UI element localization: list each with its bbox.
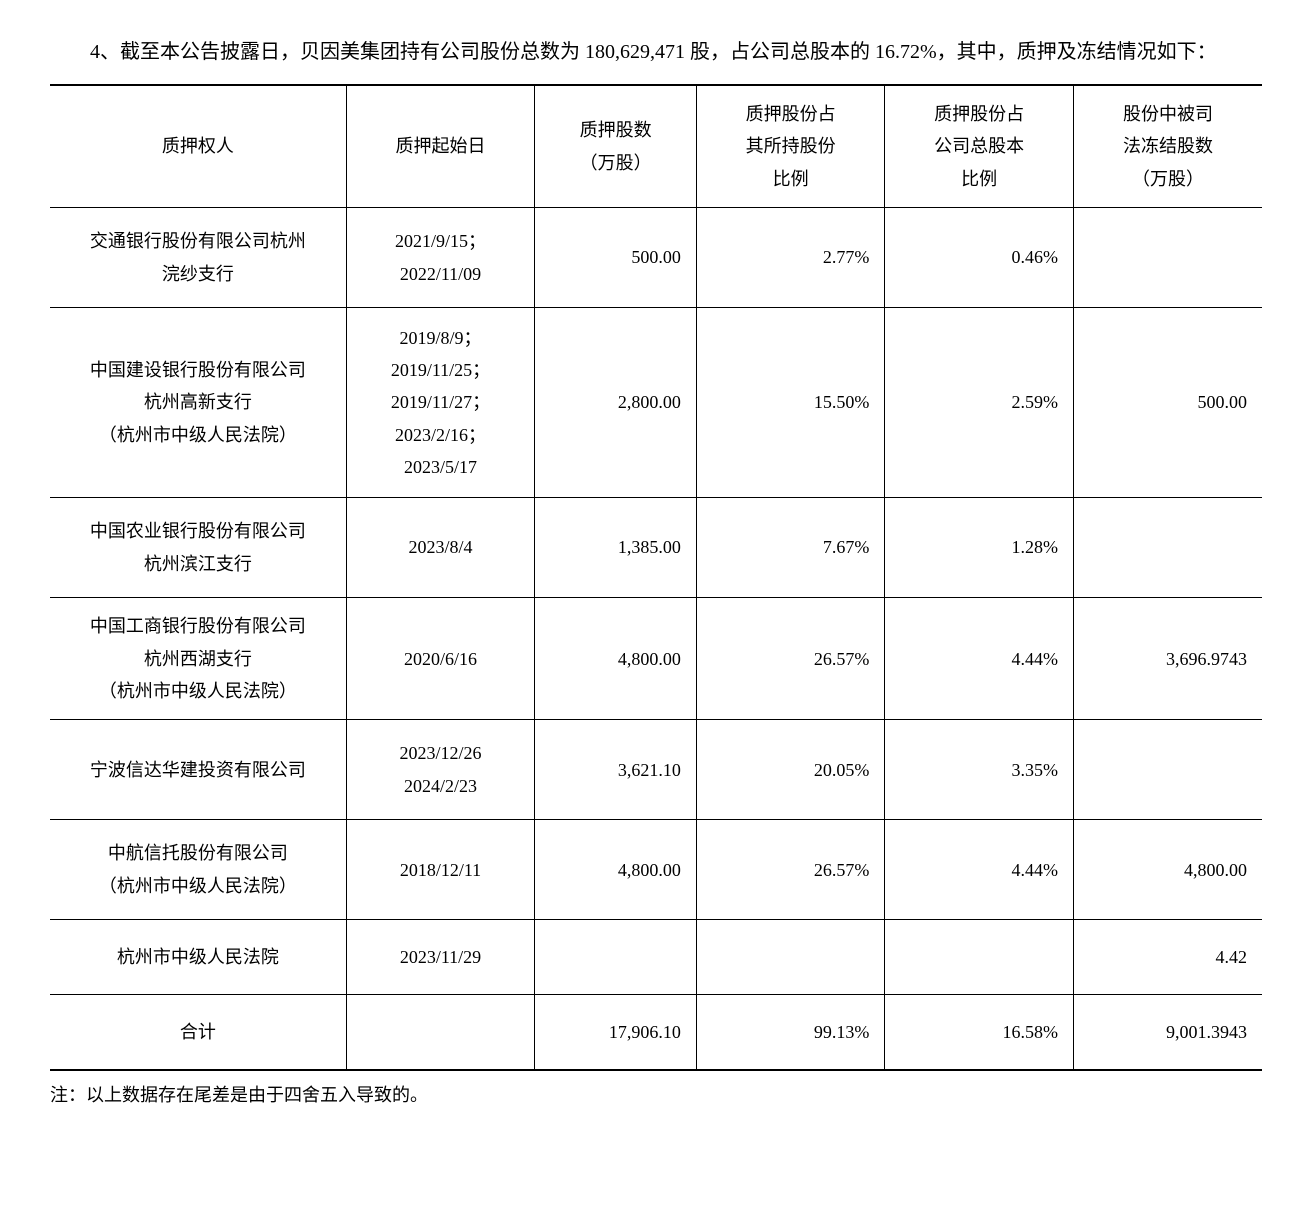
cell-date: 2021/9/15； 2022/11/09 [346, 208, 535, 308]
cell-pct-held: 2.77% [696, 208, 885, 308]
cell-pct-total: 4.44% [885, 598, 1074, 720]
cell-pct-total: 1.28% [885, 498, 1074, 598]
cell-pct-total [885, 920, 1074, 995]
table-row: 中国农业银行股份有限公司 杭州滨江支行 2023/8/4 1,385.00 7.… [50, 498, 1262, 598]
header-pledgee: 质押权人 [50, 85, 346, 208]
header-frozen: 股份中被司 法冻结股数 （万股） [1073, 85, 1262, 208]
intro-paragraph: 4、截至本公告披露日，贝因美集团持有公司股份总数为 180,629,471 股，… [50, 30, 1262, 74]
total-pct-total: 16.58% [885, 995, 1074, 1070]
cell-frozen [1073, 208, 1262, 308]
cell-pct-held: 26.57% [696, 820, 885, 920]
cell-shares: 1,385.00 [535, 498, 697, 598]
cell-frozen: 500.00 [1073, 308, 1262, 498]
header-pct-total: 质押股份占 公司总股本 比例 [885, 85, 1074, 208]
cell-frozen [1073, 720, 1262, 820]
table-row: 中国工商银行股份有限公司 杭州西湖支行 （杭州市中级人民法院） 2020/6/1… [50, 598, 1262, 720]
cell-date: 2019/8/9； 2019/11/25； 2019/11/27； 2023/2… [346, 308, 535, 498]
total-label: 合计 [50, 995, 346, 1070]
cell-pct-total: 3.35% [885, 720, 1074, 820]
total-shares: 17,906.10 [535, 995, 697, 1070]
cell-pct-held: 20.05% [696, 720, 885, 820]
cell-shares: 3,621.10 [535, 720, 697, 820]
cell-frozen: 4,800.00 [1073, 820, 1262, 920]
cell-pledgee: 中航信托股份有限公司 （杭州市中级人民法院） [50, 820, 346, 920]
cell-pct-total: 4.44% [885, 820, 1074, 920]
table-row: 中国建设银行股份有限公司 杭州高新支行 （杭州市中级人民法院） 2019/8/9… [50, 308, 1262, 498]
cell-pct-held [696, 920, 885, 995]
table-row: 中航信托股份有限公司 （杭州市中级人民法院） 2018/12/11 4,800.… [50, 820, 1262, 920]
cell-shares: 4,800.00 [535, 820, 697, 920]
cell-shares: 2,800.00 [535, 308, 697, 498]
header-start-date: 质押起始日 [346, 85, 535, 208]
cell-pct-held: 26.57% [696, 598, 885, 720]
cell-pledgee: 宁波信达华建投资有限公司 [50, 720, 346, 820]
table-total-row: 合计 17,906.10 99.13% 16.58% 9,001.3943 [50, 995, 1262, 1070]
total-pct-held: 99.13% [696, 995, 885, 1070]
cell-pct-total: 2.59% [885, 308, 1074, 498]
cell-shares: 500.00 [535, 208, 697, 308]
total-date [346, 995, 535, 1070]
cell-pledgee: 中国农业银行股份有限公司 杭州滨江支行 [50, 498, 346, 598]
cell-pct-held: 15.50% [696, 308, 885, 498]
cell-date: 2020/6/16 [346, 598, 535, 720]
cell-pledgee: 中国建设银行股份有限公司 杭州高新支行 （杭州市中级人民法院） [50, 308, 346, 498]
table-row: 宁波信达华建投资有限公司 2023/12/26 2024/2/23 3,621.… [50, 720, 1262, 820]
header-shares: 质押股数 （万股） [535, 85, 697, 208]
cell-frozen [1073, 498, 1262, 598]
cell-date: 2018/12/11 [346, 820, 535, 920]
header-pct-held: 质押股份占 其所持股份 比例 [696, 85, 885, 208]
cell-pct-total: 0.46% [885, 208, 1074, 308]
cell-pledgee: 杭州市中级人民法院 [50, 920, 346, 995]
cell-shares: 4,800.00 [535, 598, 697, 720]
table-header-row: 质押权人 质押起始日 质押股数 （万股） 质押股份占 其所持股份 比例 质押股份… [50, 85, 1262, 208]
cell-pledgee: 中国工商银行股份有限公司 杭州西湖支行 （杭州市中级人民法院） [50, 598, 346, 720]
table-row: 杭州市中级人民法院 2023/11/29 4.42 [50, 920, 1262, 995]
cell-date: 2023/8/4 [346, 498, 535, 598]
cell-frozen: 3,696.9743 [1073, 598, 1262, 720]
pledge-table: 质押权人 质押起始日 质押股数 （万股） 质押股份占 其所持股份 比例 质押股份… [50, 84, 1262, 1071]
footnote: 注：以上数据存在尾差是由于四舍五入导致的。 [50, 1079, 1262, 1111]
cell-date: 2023/12/26 2024/2/23 [346, 720, 535, 820]
table-row: 交通银行股份有限公司杭州 浣纱支行 2021/9/15； 2022/11/09 … [50, 208, 1262, 308]
cell-shares [535, 920, 697, 995]
cell-pct-held: 7.67% [696, 498, 885, 598]
cell-frozen: 4.42 [1073, 920, 1262, 995]
cell-date: 2023/11/29 [346, 920, 535, 995]
total-frozen: 9,001.3943 [1073, 995, 1262, 1070]
cell-pledgee: 交通银行股份有限公司杭州 浣纱支行 [50, 208, 346, 308]
